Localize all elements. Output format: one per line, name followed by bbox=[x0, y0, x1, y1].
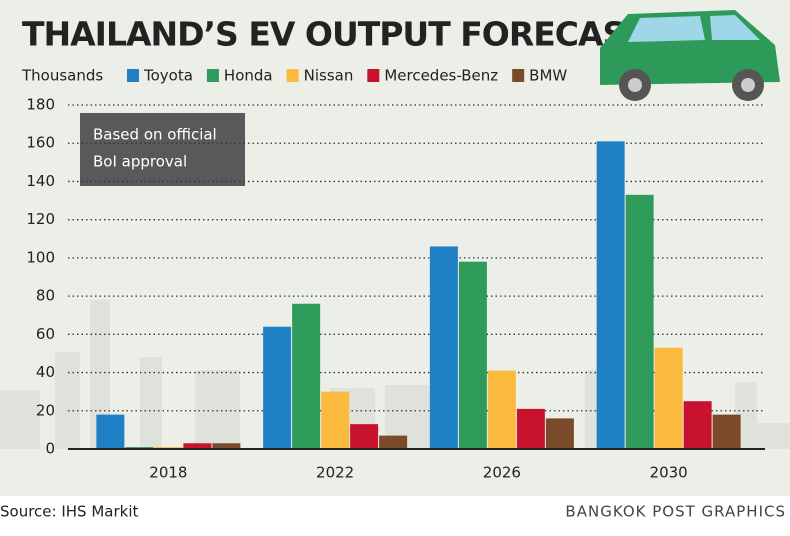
annotation-box bbox=[80, 113, 245, 186]
bar bbox=[516, 408, 545, 449]
legend-label: Mercedes-Benz bbox=[384, 67, 498, 85]
y-tick-label: 160 bbox=[26, 134, 55, 152]
bar bbox=[350, 424, 379, 449]
annotation: Based on official bbox=[93, 126, 217, 144]
y-tick-label: 120 bbox=[26, 210, 55, 228]
bar bbox=[429, 246, 458, 449]
legend-label: BMW bbox=[529, 67, 567, 85]
legend-swatch bbox=[367, 69, 380, 82]
legend-swatch bbox=[127, 69, 139, 82]
x-tick-label: 2018 bbox=[149, 464, 187, 482]
source: Source: IHS Markit bbox=[0, 503, 138, 521]
credit: BANGKOK POST GRAPHICS bbox=[565, 503, 786, 521]
bar bbox=[712, 414, 741, 449]
bar bbox=[183, 443, 212, 449]
y-tick-label: 40 bbox=[36, 363, 55, 381]
bar bbox=[458, 261, 487, 449]
bar bbox=[654, 347, 683, 449]
chart-title: THAILAND’S EV OUTPUT FORECAST bbox=[22, 15, 648, 54]
legend-label: Nissan bbox=[304, 67, 354, 85]
x-tick-label: 2026 bbox=[483, 464, 521, 482]
car-icon bbox=[600, 10, 780, 101]
y-tick-label: 0 bbox=[45, 440, 55, 458]
x-tick-label: 2022 bbox=[316, 464, 354, 482]
y-tick-label: 80 bbox=[36, 287, 55, 305]
y-tick-label: 100 bbox=[26, 248, 55, 266]
bar bbox=[292, 303, 321, 449]
legend-swatch bbox=[286, 69, 299, 82]
bar bbox=[683, 401, 712, 449]
bar bbox=[545, 418, 574, 449]
bar bbox=[321, 391, 350, 449]
legend-swatch bbox=[512, 69, 525, 82]
bar bbox=[263, 326, 292, 449]
y-tick-label: 20 bbox=[36, 401, 55, 419]
bar bbox=[379, 435, 408, 449]
bar bbox=[212, 443, 241, 449]
legend-label: Toyota bbox=[143, 67, 193, 85]
bar bbox=[487, 370, 516, 449]
y-tick-label: 180 bbox=[26, 96, 55, 114]
bar bbox=[596, 141, 625, 450]
x-tick-label: 2030 bbox=[650, 464, 688, 482]
y-tick-label: 140 bbox=[26, 172, 55, 190]
bar bbox=[96, 414, 125, 449]
y-tick-label: 60 bbox=[36, 325, 55, 343]
bar bbox=[625, 194, 654, 449]
legend-label: Honda bbox=[224, 67, 273, 85]
legend-swatch bbox=[206, 69, 219, 82]
y-unit: Thousands bbox=[21, 67, 103, 85]
annotation: BoI approval bbox=[93, 153, 187, 171]
